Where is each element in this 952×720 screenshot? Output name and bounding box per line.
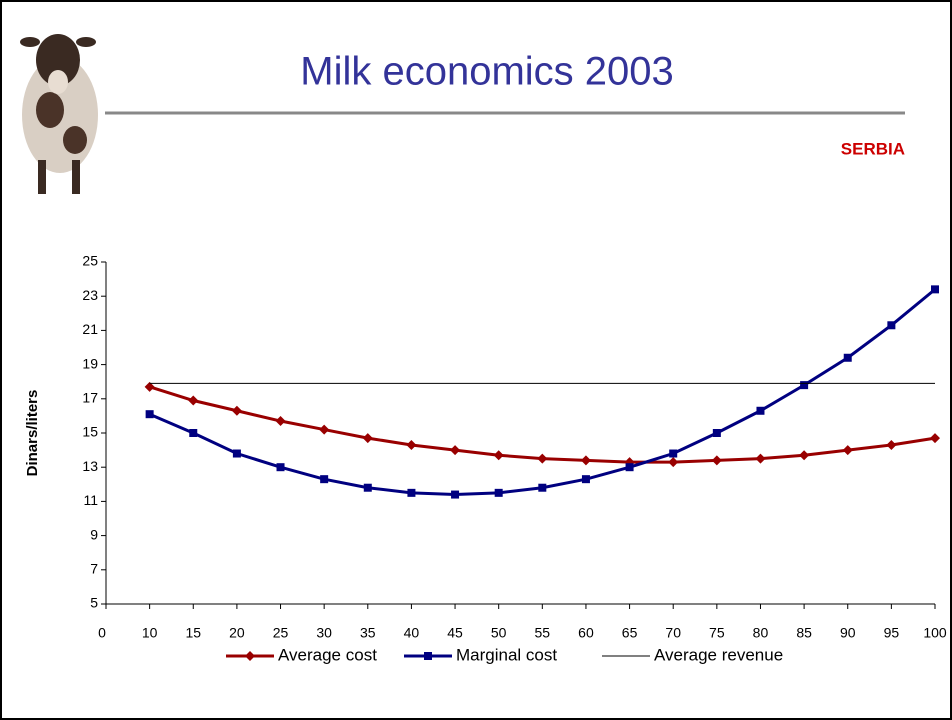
x-tick-label: 35: [360, 625, 376, 641]
point: [538, 483, 547, 492]
point: [275, 416, 286, 427]
legend-label: Average cost: [278, 645, 377, 664]
x-tick-label: 85: [796, 625, 812, 641]
point: [887, 321, 896, 330]
y-tick-label: 17: [82, 390, 98, 406]
y-tick-label: 15: [82, 424, 98, 440]
y-tick-label: 19: [82, 355, 98, 371]
legend-label: Marginal cost: [456, 645, 557, 664]
point: [712, 429, 721, 437]
x-tick-label: 10: [142, 625, 158, 641]
point: [320, 475, 329, 484]
y-tick-label: 13: [82, 458, 98, 474]
point: [669, 449, 678, 458]
x-tick-label: 90: [840, 625, 856, 641]
y-tick-label: 9: [90, 526, 98, 542]
x-tick-label: 55: [535, 625, 551, 641]
point: [276, 463, 285, 472]
x-tick-label: 0: [98, 625, 106, 641]
x-tick-label: 40: [404, 625, 420, 641]
x-tick-label: 25: [273, 625, 289, 641]
x-tick-label: 50: [491, 625, 507, 641]
point: [668, 457, 679, 468]
point: [363, 483, 372, 492]
x-tick-label: 70: [665, 625, 681, 641]
point: [145, 410, 154, 419]
point: [144, 381, 155, 392]
y-tick-label: 5: [90, 595, 98, 611]
point: [232, 449, 241, 458]
point: [451, 490, 460, 499]
subtitle: SERBIA: [841, 139, 905, 158]
point: [711, 455, 722, 466]
x-tick-label: 30: [316, 625, 332, 641]
y-tick-label: 25: [82, 253, 98, 269]
x-tick-label: 45: [447, 625, 463, 641]
point: [450, 445, 461, 456]
point: [581, 475, 590, 484]
point: [493, 450, 504, 461]
legend-marker: [424, 652, 432, 660]
x-tick-label: 95: [884, 625, 900, 641]
x-tick-label: 65: [622, 625, 638, 641]
point: [886, 439, 897, 450]
point: [930, 433, 940, 444]
slide-title: Milk economics 2003: [300, 50, 674, 94]
x-tick-label: 15: [185, 625, 201, 641]
point: [406, 439, 417, 450]
point: [931, 285, 939, 294]
cow-picture: [20, 34, 98, 194]
point: [362, 433, 373, 444]
y-tick-label: 11: [83, 492, 98, 508]
point: [189, 429, 198, 437]
point: [231, 405, 242, 416]
legend-marker: [245, 651, 255, 661]
x-tick-label: 80: [753, 625, 769, 641]
y-tick-label: 7: [90, 561, 98, 577]
point: [537, 453, 548, 464]
y-axis-label: Dinars/liters: [24, 390, 41, 477]
point: [756, 406, 765, 415]
x-tick-label: 60: [578, 625, 594, 641]
x-tick-label: 100: [923, 625, 947, 641]
point: [319, 424, 330, 435]
point: [842, 445, 853, 456]
point: [800, 381, 809, 390]
x-tick-label: 20: [229, 625, 245, 641]
point: [580, 455, 591, 466]
x-tick-label: 75: [709, 625, 725, 641]
y-tick-label: 23: [82, 287, 98, 303]
point: [407, 488, 416, 497]
y-tick-label: 21: [82, 321, 98, 337]
point: [755, 453, 766, 464]
point: [188, 395, 199, 406]
point: [625, 463, 634, 472]
point: [494, 488, 503, 497]
point: [843, 353, 852, 362]
point: [799, 450, 810, 461]
legend-label: Average revenue: [654, 645, 783, 664]
